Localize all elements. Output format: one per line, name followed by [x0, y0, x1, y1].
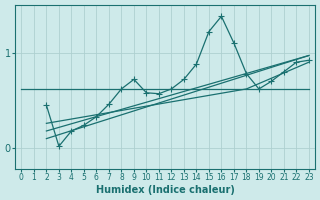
- X-axis label: Humidex (Indice chaleur): Humidex (Indice chaleur): [96, 185, 235, 195]
